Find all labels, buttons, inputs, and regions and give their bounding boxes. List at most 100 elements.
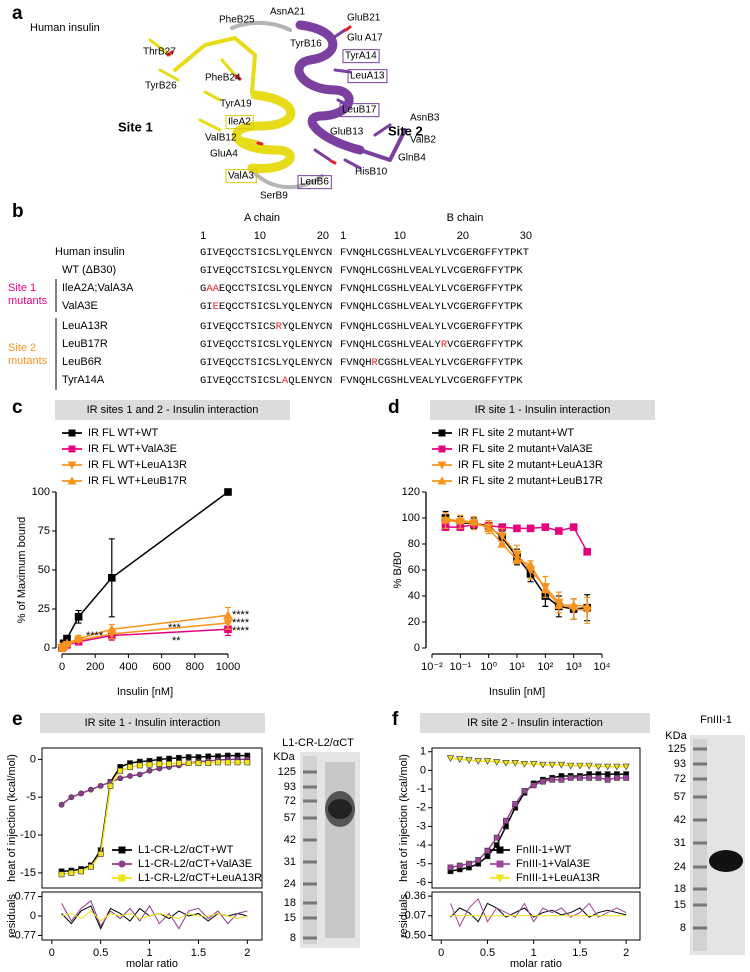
data-point (136, 771, 143, 778)
data-point (541, 523, 550, 531)
data-point (502, 760, 510, 767)
y-tick-label: 25 (38, 603, 50, 615)
residue-label: HisB10 (355, 167, 388, 178)
sequence-segment: GIVEQCCTSICSLYQLENYCN (200, 357, 332, 369)
residue-box (342, 49, 380, 64)
data-point (557, 761, 566, 769)
gel-lane (693, 739, 707, 951)
data-point (484, 847, 491, 854)
data-point (58, 801, 65, 808)
row-name: Human insulin (55, 246, 125, 258)
gel-marker-label: 93 (284, 781, 296, 793)
x-tick-label: 2 (623, 947, 629, 959)
group-label: Site 2 mutants (8, 342, 48, 367)
legend-marker (68, 429, 76, 437)
gel-marker-label: 125 (668, 743, 686, 755)
group-label-line: mutants (8, 355, 48, 367)
data-point (107, 624, 117, 634)
x-tick-label: 10¹ (509, 661, 525, 673)
panel-letter: c (12, 397, 23, 418)
gel-marker-label: 24 (674, 861, 686, 873)
group-label-line: Site 1 (8, 282, 36, 294)
ruler-number: 10 (394, 230, 406, 242)
data-point (555, 527, 563, 535)
data-point (87, 786, 94, 793)
gel-band (693, 865, 707, 869)
data-point (520, 760, 529, 768)
sequence-mutation: R (441, 339, 448, 351)
y-axis-label: % B/B0 (392, 552, 404, 589)
series-line (445, 519, 588, 612)
data-point (175, 760, 182, 767)
residue-label: IleA2 (228, 117, 251, 128)
gel-title: FnIII-1 (700, 714, 732, 726)
data-point (558, 776, 565, 783)
y-tick-label: 80 (408, 538, 420, 550)
y-axis-label: heat of injection (kcal/mol) (6, 754, 18, 882)
panel-letter: b (12, 201, 24, 222)
significance-label: ** (172, 635, 181, 647)
legend-label: IR FL WT+WT (88, 427, 158, 439)
site-label: Site 1 (118, 119, 153, 134)
data-point (525, 559, 536, 569)
data-point (540, 778, 546, 785)
group-label-line: Site 2 (8, 342, 36, 354)
residue-label: AsnB3 (410, 113, 440, 124)
gel-marker-label: 31 (284, 856, 296, 868)
gel-band (303, 860, 317, 864)
data-point (586, 774, 593, 781)
data-point (512, 801, 519, 807)
gel-marker-label: 42 (284, 834, 296, 846)
legend-marker (437, 461, 447, 470)
data-point (127, 764, 133, 770)
data-point (455, 515, 466, 525)
chart-title: IR sites 1 and 2 - Insulin interaction (87, 404, 259, 416)
ruler-number: 30 (520, 230, 532, 242)
sequence-mutation: AA (206, 283, 219, 295)
y-tick-label: 0 (414, 642, 420, 654)
row-name: LeuA13R (62, 320, 108, 332)
x-tick-label: 600 (152, 661, 170, 673)
gel-band (693, 777, 707, 781)
significance-label: **** (232, 625, 250, 637)
data-point (483, 523, 494, 533)
sequence: GIVEQCCTSICSLYQLENYCN (200, 339, 332, 351)
y-tick-label: 100 (32, 486, 50, 498)
data-point (622, 763, 630, 771)
y-tick-label: -6 (416, 876, 426, 888)
data-point (466, 860, 472, 867)
data-point (146, 761, 153, 768)
data-point (569, 523, 578, 531)
data-point (97, 851, 104, 857)
residue-label: LeuB17 (342, 105, 377, 116)
row-name: ValA3E (62, 300, 98, 312)
sequence-segment: FVNQHLCGSHLVEALYLVCGERGFFYTPK (340, 321, 523, 333)
ruler-number: 1 (340, 230, 346, 242)
residue-box (297, 175, 332, 190)
residue-box (347, 69, 388, 84)
y-tick-label: 120 (402, 486, 420, 498)
x-tick-label: 10⁰ (480, 661, 497, 673)
gel-marker-label: 57 (674, 791, 686, 803)
sequence: GIVEQCCTSICSLYQLENYCN (200, 247, 332, 259)
gel-band (303, 785, 317, 789)
data-point (577, 774, 583, 781)
gel-marker-label: 8 (680, 922, 686, 934)
sequence-segment: VCGERGFFYTPK (447, 339, 523, 351)
sequence-segment: CGSHLVEALYLVCGERGFFYTPK (378, 357, 524, 369)
sequence: GIVEQCCTSICSLYQLENYCN (200, 265, 332, 277)
legend-label: IR FL site 2 mutant+LeuA13R (458, 459, 603, 471)
series-line (61, 905, 248, 930)
data-point (521, 788, 528, 794)
chart-title: IR site 1 - Insulin interaction (85, 717, 221, 729)
sequence-mutation: A (282, 375, 289, 387)
y-tick-label: 0 (44, 642, 50, 654)
data-point (513, 524, 521, 533)
legend-marker (67, 461, 77, 470)
residue-label: TyrA19 (220, 99, 252, 110)
legend-label: FnIII-1+LeuA13R (516, 872, 600, 884)
residue-label: ThrB27 (143, 47, 176, 58)
data-point (583, 547, 591, 556)
data-point (511, 760, 519, 767)
